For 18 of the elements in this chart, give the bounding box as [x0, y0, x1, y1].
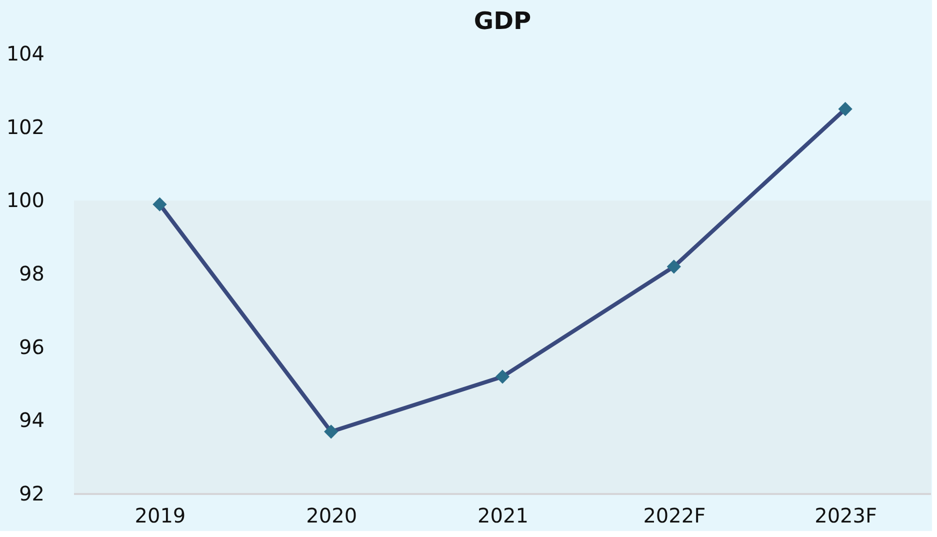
point [666, 260, 681, 274]
point [152, 197, 167, 212]
x-tick-label: 2019 [134, 504, 186, 528]
x-tick-label: 2021 [478, 504, 528, 528]
y-tick-label: 94 [19, 408, 44, 432]
y-tick-label: 100 [6, 188, 44, 212]
y-tick-label: 104 [6, 42, 44, 66]
chart-title: GDP [474, 7, 532, 35]
x-tick-label: 2020 [306, 504, 358, 528]
y-tick-label: 96 [19, 334, 44, 359]
y-tick-label: 92 [19, 482, 44, 506]
point [495, 370, 510, 384]
y-tick-label: 98 [19, 262, 44, 286]
x-tick-label: 2023F [814, 504, 878, 528]
y-tick-label: 102 [6, 114, 44, 139]
point [324, 424, 338, 439]
point [838, 102, 852, 116]
x-tick-label: 2022F [643, 504, 706, 528]
